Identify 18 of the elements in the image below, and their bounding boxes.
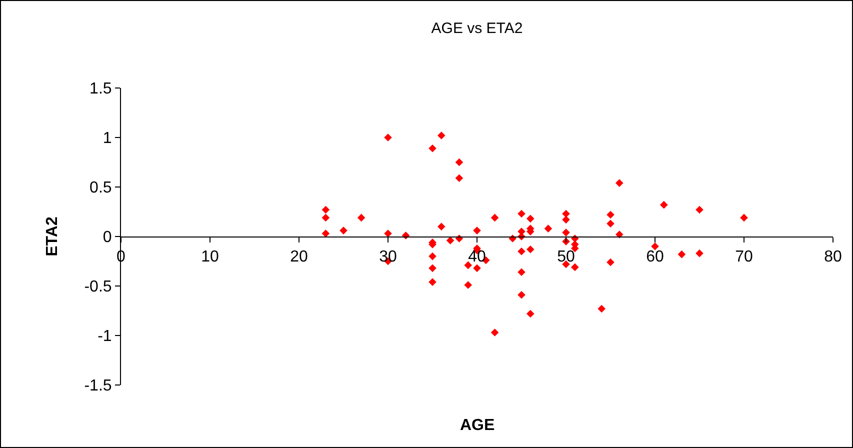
y-axis-title: ETA2: [44, 216, 62, 256]
x-tick-label: 30: [379, 248, 397, 266]
y-tick-label: 0.5: [90, 180, 112, 197]
x-tick-label: 70: [735, 248, 753, 266]
x-tick-label: 40: [468, 248, 486, 266]
y-tick-label: 0: [102, 229, 112, 246]
x-tick-label: 50: [557, 248, 575, 266]
x-tick-label: 80: [824, 248, 842, 266]
y-tick-label: 1: [102, 130, 112, 148]
y-tick-label: -1: [98, 328, 112, 346]
y-tick-label: 1.5: [90, 80, 112, 98]
x-tick-label: 10: [201, 248, 219, 266]
chart-title: AGE vs ETA2: [431, 20, 523, 37]
y-tick-label: -1.5: [84, 378, 112, 395]
x-tick-label: 60: [646, 248, 664, 266]
x-axis-title: AGE: [460, 417, 495, 434]
y-tick-label: -0.5: [84, 278, 112, 296]
x-tick-label: 20: [290, 248, 308, 266]
